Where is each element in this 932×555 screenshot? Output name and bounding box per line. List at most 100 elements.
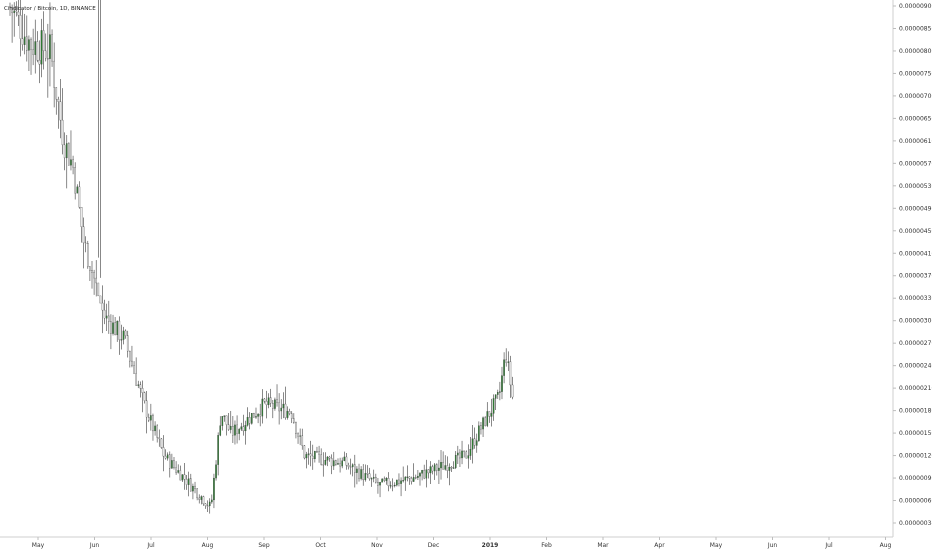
y-tick-label: 0.00000150 — [899, 430, 932, 437]
x-axis[interactable]: May Jun Jul Aug Sep Oct Nov Dec 2019 Feb Mar Apr May… — [0, 536, 893, 549]
candle-body — [410, 478, 413, 482]
candle-body — [341, 460, 343, 467]
candle-body — [97, 282, 100, 297]
candle-body — [316, 451, 318, 453]
candle-body — [257, 414, 259, 417]
candle-body — [263, 398, 266, 402]
candle-body — [318, 451, 320, 455]
candle-body — [234, 424, 236, 436]
candle-body — [93, 272, 95, 279]
candle-body — [419, 473, 421, 477]
candle-body — [499, 391, 501, 393]
candle-body — [366, 473, 369, 475]
candle-body — [358, 468, 360, 479]
candle-body — [105, 315, 108, 319]
candle-body — [398, 479, 400, 484]
candle-body — [129, 350, 131, 362]
candle-body — [433, 464, 436, 472]
candle-body — [303, 445, 306, 459]
y-tick-label: 0.00000700 — [899, 93, 932, 100]
candle-body — [261, 398, 264, 417]
y-tick-label: 0.00000900 — [899, 3, 932, 10]
candle-body — [459, 452, 461, 459]
candle-body — [354, 464, 356, 473]
candle-body — [288, 411, 291, 414]
candle-body — [503, 359, 505, 376]
candle-body — [402, 480, 404, 482]
candle-body — [246, 417, 249, 426]
candle-body — [55, 87, 58, 100]
candle-body — [274, 399, 276, 409]
y-tick-label: 0.00000270 — [899, 340, 932, 347]
candle-body — [484, 417, 486, 426]
candle-body — [84, 242, 87, 244]
candle-body — [38, 60, 41, 65]
candle-body — [293, 418, 295, 423]
y-axis[interactable]: 0.00000900 0.00000850 0.00000800 0.00000750… — [892, 0, 932, 537]
candle-body — [505, 359, 507, 363]
candle-body — [425, 469, 428, 479]
candle-body — [26, 36, 28, 51]
candle-body — [152, 415, 154, 432]
candle-body — [154, 425, 156, 432]
candle-body — [272, 403, 274, 409]
candle-body — [436, 464, 438, 471]
candle-body — [379, 482, 381, 486]
x-tick-label: 2019 — [482, 542, 499, 549]
candle-body — [320, 454, 322, 465]
candle-body — [23, 36, 26, 45]
candle-body — [381, 478, 383, 483]
candle-body — [19, 15, 22, 39]
candle-body — [61, 119, 64, 146]
candle-body — [360, 469, 362, 479]
candle-body — [126, 335, 129, 352]
candle-body — [21, 38, 24, 45]
x-tick-label: Jul — [824, 542, 833, 549]
candle-body — [137, 384, 140, 386]
candle-body — [347, 465, 350, 467]
candle-body — [269, 397, 272, 404]
candle-body — [166, 454, 169, 459]
y-tick-label: 0.00000240 — [899, 363, 932, 370]
candle-body — [507, 361, 510, 363]
candle-body — [248, 417, 251, 424]
candle-body — [253, 413, 255, 418]
chart-title: Cindicator / Bitcoin, 1D, BINANCE — [4, 6, 96, 12]
candle-body — [72, 159, 74, 168]
candle-body — [383, 478, 386, 481]
candle-body — [238, 429, 240, 434]
candle-body — [17, 11, 20, 16]
candle-body — [160, 438, 163, 448]
candle-body — [299, 435, 301, 437]
candle-body — [74, 167, 76, 194]
candle-body — [206, 505, 209, 507]
candle-body — [393, 484, 396, 487]
candle-body — [179, 470, 182, 481]
candle-body — [362, 469, 365, 481]
candle-body — [349, 466, 352, 468]
candle-body — [95, 277, 98, 284]
candle-body — [208, 501, 211, 507]
candle-body — [267, 397, 270, 406]
candle-body — [80, 207, 83, 227]
x-tick-label: Jun — [767, 542, 778, 549]
candle-body — [194, 485, 196, 490]
x-tick-label: Aug — [880, 542, 892, 549]
x-tick-label: Apr — [654, 542, 665, 549]
candle-body — [511, 384, 514, 398]
candle-body — [442, 462, 444, 470]
candle-body — [63, 144, 66, 159]
candle-body — [198, 497, 201, 500]
candle-body — [9, 6, 11, 8]
candle-body — [448, 467, 451, 471]
candle-body — [91, 270, 93, 273]
candle-body — [236, 424, 238, 434]
y-tick-label: 0.00000180 — [899, 408, 932, 415]
candle-body — [404, 476, 407, 481]
candle-body — [47, 58, 49, 60]
candle-body — [244, 425, 247, 432]
candle-body — [103, 309, 106, 319]
candle-body — [232, 425, 234, 436]
